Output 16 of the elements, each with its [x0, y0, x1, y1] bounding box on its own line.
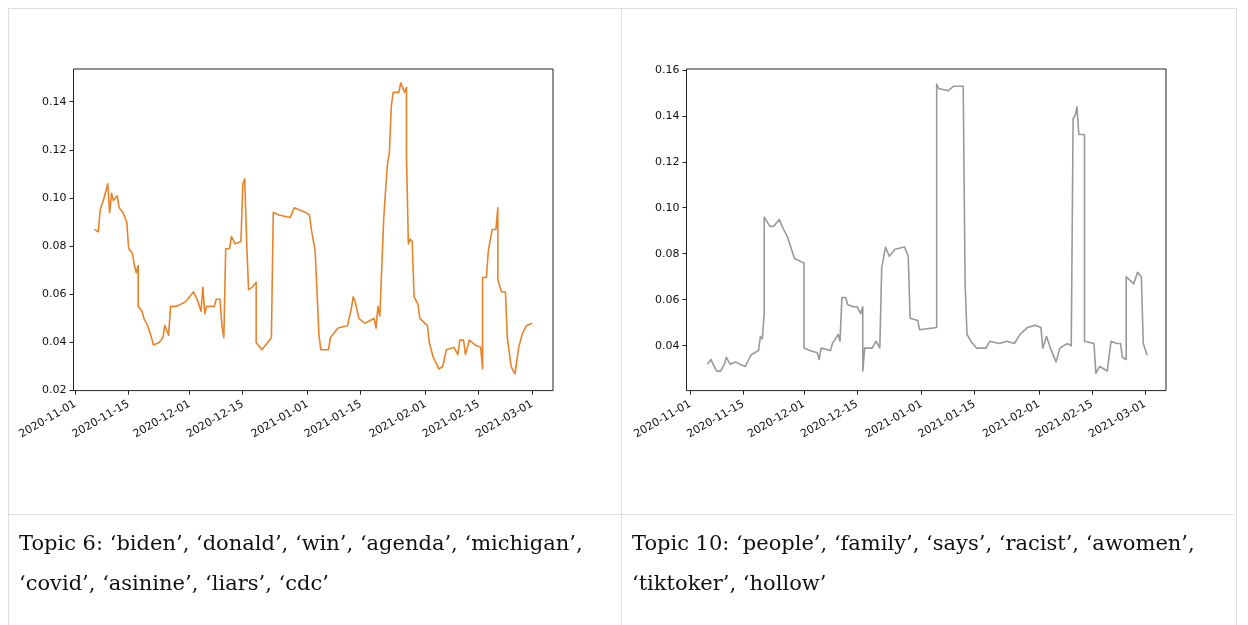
- y-tick-label: 0.06: [654, 292, 680, 306]
- y-tick-label: 0.10: [654, 200, 680, 214]
- y-tick-label: 0.16: [654, 63, 680, 77]
- y-tick-label: 0.04: [41, 335, 67, 349]
- y-tick-label: 0.10: [41, 191, 67, 205]
- y-tick-label: 0.14: [654, 108, 680, 122]
- y-tick-label: 0.02: [41, 383, 67, 397]
- text: Topic 10: ‘people’, ‘family’, ‘says’, ‘racist’, ‘awomen’, ‘tiktoker’, ‘hollow’: [632, 530, 1196, 597]
- y-tick-label: 0.12: [654, 154, 680, 168]
- y-tick-label: 0.08: [41, 239, 67, 253]
- y-tick-label: 0.12: [41, 142, 67, 156]
- y-tick-label: 0.14: [41, 94, 67, 108]
- y-tick-label: 0.04: [654, 338, 680, 352]
- y-tick-label: 0.08: [654, 246, 680, 260]
- text: Topic 6: ‘biden’, ‘donald’, ‘win’, ‘agenda’, ‘michigan’, ‘covid’, ‘asinine’, ‘liars’, ‘cdc’: [19, 530, 584, 597]
- y-tick-label: 0.06: [41, 287, 67, 301]
